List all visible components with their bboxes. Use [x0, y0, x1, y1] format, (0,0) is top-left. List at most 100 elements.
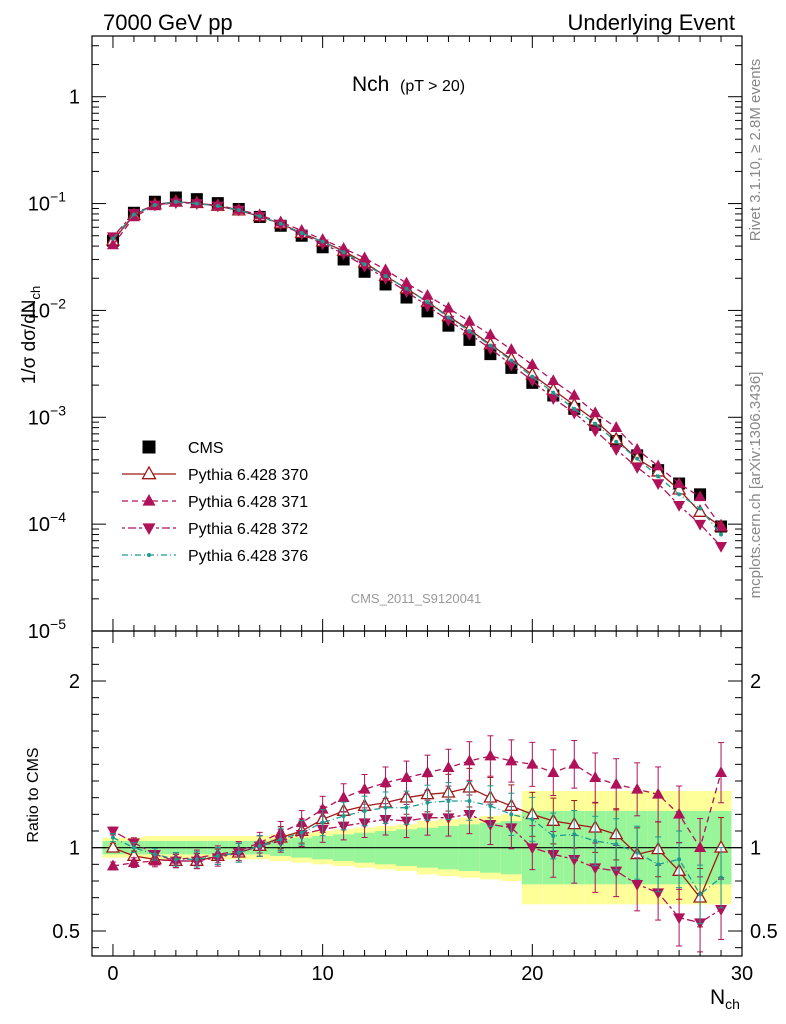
ratio-point	[463, 754, 476, 766]
ratio-point	[715, 766, 728, 777]
ratio-point	[106, 859, 119, 871]
side-label-top: Rivet 3.1.10, ≥ 2.8M events	[747, 59, 764, 242]
data-point	[152, 202, 157, 207]
y-tick-label: 10−4	[28, 509, 66, 536]
legend-label: Pythia 6.428 372	[188, 521, 308, 538]
data-point	[467, 329, 472, 334]
data-point	[610, 445, 623, 456]
data-point	[572, 406, 577, 411]
y-axis-label-group: 1/σ dσ/dNch	[19, 286, 43, 384]
data-point	[652, 459, 665, 471]
data-point	[715, 520, 728, 531]
y-tick-label: 10−2	[28, 295, 66, 322]
ratio-point	[194, 857, 199, 862]
ratio-point	[551, 834, 556, 838]
data-point	[442, 301, 455, 313]
x-tick-label: 10	[312, 963, 334, 985]
ratio-point	[131, 845, 136, 850]
ratio-point	[421, 766, 434, 777]
ratio-point	[442, 761, 455, 772]
data-point	[110, 236, 115, 241]
data-point	[609, 431, 624, 445]
legend-label: Pythia 6.428 370	[188, 467, 308, 484]
data-point	[299, 231, 304, 236]
ratio-point	[610, 777, 623, 789]
legend-marker	[142, 523, 156, 536]
ratio-point	[362, 809, 367, 813]
ratio-line	[112, 813, 722, 924]
data-point	[610, 421, 623, 432]
x-tick-label: 30	[731, 963, 753, 985]
y-axis-label-sub: ch	[28, 286, 43, 300]
y-axis-label-main: 1/σ dσ/dN	[19, 300, 40, 385]
ratio-point	[173, 857, 178, 862]
analysis-watermark: CMS_2011_S9120041	[351, 591, 482, 606]
x-axis-label-sub: ch	[725, 996, 740, 1012]
data-point	[320, 239, 325, 244]
ratio-frame	[91, 630, 743, 957]
data-point	[316, 239, 329, 251]
ratio-point	[316, 802, 329, 814]
ratio-point	[652, 888, 665, 900]
series-4	[110, 199, 724, 537]
data-point	[673, 477, 686, 488]
data-point	[694, 519, 707, 531]
plot-title-sub: (pT > 20)	[400, 78, 465, 95]
ratio-point	[526, 843, 539, 855]
ratio-point	[635, 850, 640, 855]
ratio-point	[236, 850, 241, 855]
data-point	[173, 199, 178, 204]
ratio-point	[446, 799, 451, 803]
ratio-point	[299, 830, 304, 835]
ratio-point	[589, 771, 602, 782]
data-point	[593, 421, 598, 426]
ratio-point	[278, 837, 283, 842]
data-point	[379, 263, 392, 275]
y-tick-label: 10−3	[28, 402, 66, 429]
data-point	[719, 532, 724, 537]
data-point	[589, 406, 602, 418]
ratio-point	[698, 892, 703, 897]
ratio-point	[400, 771, 413, 782]
data-point	[463, 314, 476, 326]
ratio-point	[694, 841, 707, 852]
ratio-point	[106, 826, 119, 838]
ratio-point	[631, 782, 644, 794]
legend: CMS Pythia 6.428 370 Pythia 6.428 371 Pythi…	[122, 440, 308, 565]
ratio-tick-label-right: 0.5	[750, 921, 778, 943]
ratio-tick-label-right: 1	[750, 838, 761, 860]
data-point	[547, 374, 560, 386]
ratio-point	[656, 862, 661, 867]
ratio-point	[425, 800, 430, 805]
side-label-bottom: mcplots.cern.ch [arXiv:1306.3436]	[747, 372, 764, 599]
y-axis-label: 1/σ dσ/dNch	[19, 286, 43, 384]
ratio-series-4	[109, 781, 725, 925]
data-point	[677, 492, 682, 497]
legend-marker	[142, 440, 156, 454]
ratio-point	[105, 839, 121, 853]
data-point	[589, 426, 602, 438]
data-point	[505, 343, 518, 354]
ratio-point	[152, 852, 157, 857]
data-point	[194, 201, 199, 206]
data-point	[257, 214, 262, 219]
side-label-bottom-group: mcplots.cern.ch [arXiv:1306.3436]	[747, 372, 764, 599]
data-point	[694, 490, 707, 502]
y-tick-label: 10−1	[28, 189, 66, 216]
legend-label: Pythia 6.428 376	[188, 548, 308, 565]
data-point	[442, 315, 455, 327]
data-point	[421, 289, 434, 300]
ratio-point	[320, 820, 325, 825]
ratio-tick-label-right: 2	[750, 671, 761, 693]
data-point	[551, 390, 556, 395]
x-tick-label: 20	[521, 963, 543, 985]
ratio-point	[358, 782, 371, 794]
data-point	[484, 328, 497, 340]
ratio-point	[110, 835, 115, 840]
data-point	[379, 273, 392, 285]
main-frame	[91, 35, 743, 632]
ratio-point	[215, 854, 220, 858]
ratio-tick-label: 2	[69, 671, 80, 693]
ratio-point	[383, 805, 388, 810]
ratio-point	[337, 791, 350, 802]
